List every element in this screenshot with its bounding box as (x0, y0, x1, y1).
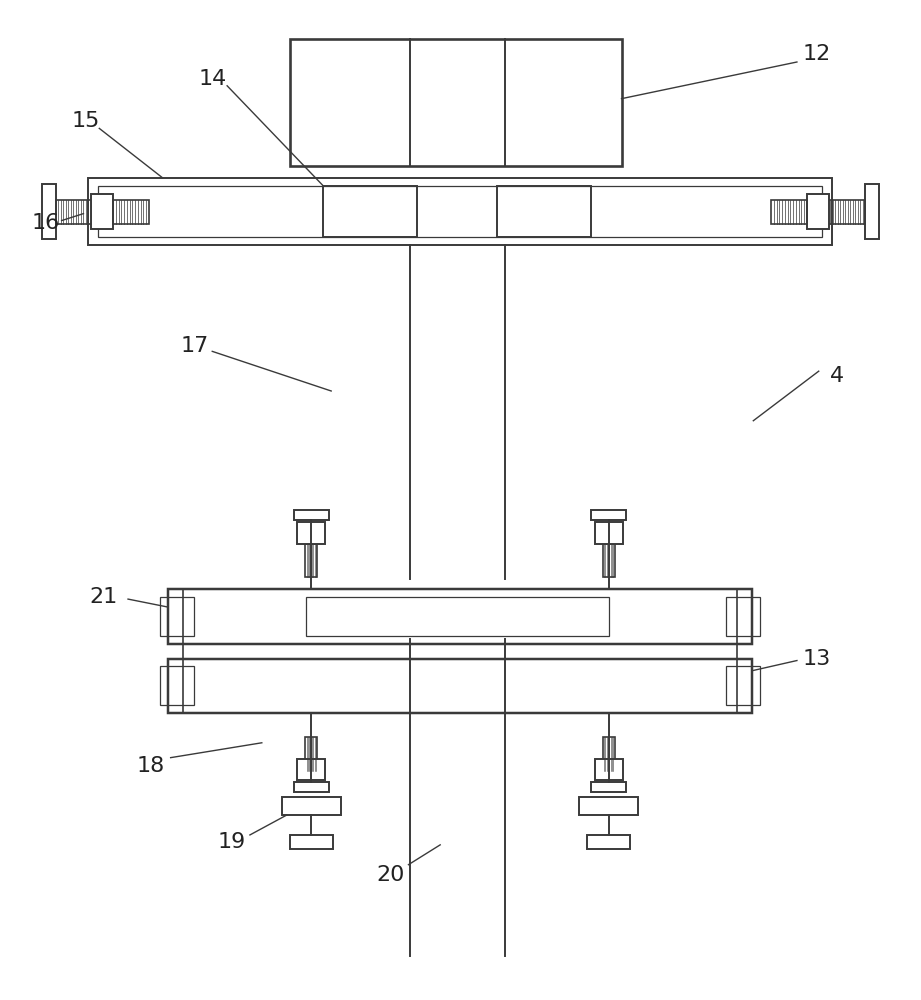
Bar (282, 797, 341, 815)
Bar (159, 597, 194, 636)
Text: 4: 4 (830, 366, 844, 386)
Bar (602, 544, 614, 577)
Bar (307, 597, 609, 636)
Bar (297, 759, 325, 780)
Bar (807, 194, 829, 229)
Bar (595, 522, 623, 544)
Text: 20: 20 (377, 865, 405, 885)
Text: 19: 19 (218, 832, 246, 852)
Bar (41, 184, 55, 239)
Text: 13: 13 (802, 649, 831, 669)
Bar (294, 782, 329, 792)
Bar (91, 194, 113, 229)
Text: 16: 16 (31, 213, 60, 233)
Bar (828, 200, 866, 224)
Text: 18: 18 (136, 756, 165, 776)
Bar (579, 797, 638, 815)
Bar (323, 186, 417, 237)
Bar (289, 39, 622, 166)
Text: 21: 21 (89, 587, 117, 607)
Text: 14: 14 (198, 69, 227, 89)
Text: 15: 15 (71, 111, 99, 131)
Bar (168, 589, 752, 644)
Bar (289, 835, 333, 849)
Bar (602, 737, 614, 771)
Bar (726, 597, 760, 636)
Bar (726, 666, 760, 705)
Bar (306, 544, 318, 577)
Bar (88, 178, 832, 245)
Bar (866, 184, 880, 239)
Text: 17: 17 (181, 336, 208, 356)
Bar (168, 659, 752, 713)
Bar (113, 200, 149, 224)
Bar (595, 759, 623, 780)
Bar (590, 510, 626, 520)
Bar (306, 737, 318, 771)
Bar (294, 510, 329, 520)
Bar (159, 666, 194, 705)
Bar (55, 200, 93, 224)
Bar (771, 200, 807, 224)
Bar (99, 186, 822, 237)
Bar (297, 522, 325, 544)
Bar (587, 835, 631, 849)
Text: 12: 12 (802, 44, 831, 64)
Bar (590, 782, 626, 792)
Bar (496, 186, 590, 237)
